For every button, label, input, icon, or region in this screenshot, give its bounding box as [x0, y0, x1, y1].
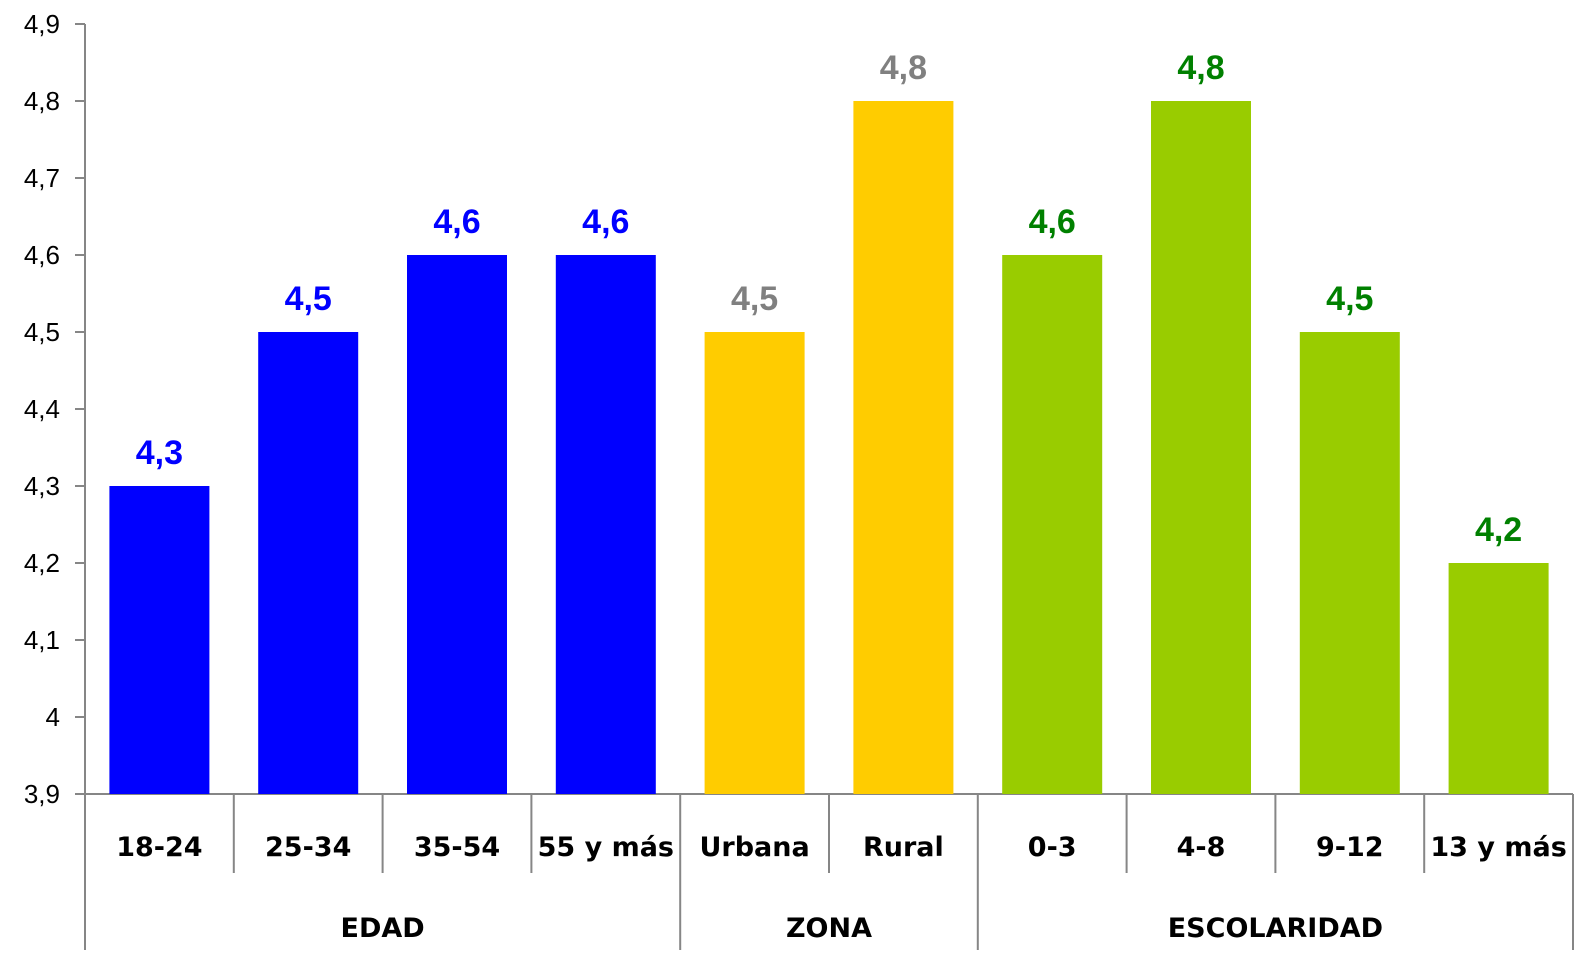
x-category-label: 25-34 — [265, 832, 351, 863]
x-category-label: 55 y más — [538, 832, 674, 863]
x-group-label: EDAD — [341, 913, 425, 944]
bar — [853, 101, 954, 794]
bars — [109, 101, 1549, 794]
y-tick-label: 4,6 — [24, 240, 60, 270]
x-category-label: Rural — [863, 832, 944, 863]
bar — [407, 255, 507, 794]
y-tick-label: 4,8 — [24, 86, 60, 116]
data-label: 4,8 — [1177, 49, 1224, 87]
bar — [258, 332, 359, 794]
data-label: 4,5 — [285, 280, 332, 318]
data-label: 4,3 — [136, 434, 183, 472]
bar — [1151, 101, 1251, 794]
bar — [1002, 255, 1103, 794]
x-group-label: ZONA — [786, 913, 872, 944]
y-tick-label: 4 — [46, 702, 60, 732]
x-axis-categories: 18-24 25-34 35-54 55 y más Urbana Rural 0-3 4-8… — [116, 832, 1567, 863]
x-category-label: 13 y más — [1430, 832, 1566, 863]
data-label: 4,6 — [1029, 203, 1076, 241]
bar — [1448, 563, 1549, 794]
data-label: 4,5 — [1326, 280, 1373, 318]
y-tick-label: 4,2 — [24, 548, 60, 578]
bar — [704, 332, 805, 794]
y-tick-label: 3,9 — [24, 779, 60, 809]
x-category-label: 4-8 — [1177, 832, 1226, 863]
x-group-label: ESCOLARIDAD — [1168, 913, 1383, 944]
data-labels: 4,3 4,5 4,6 4,6 4,5 4,8 4,6 4,8 4,5 4,2 — [136, 49, 1522, 549]
y-tick-label: 4,1 — [24, 625, 60, 655]
data-label: 4,8 — [880, 49, 927, 87]
x-axis-groups: EDAD ZONA ESCOLARIDAD — [341, 913, 1384, 944]
x-category-label: Urbana — [699, 832, 809, 863]
bar — [109, 486, 210, 794]
x-category-label: 9-12 — [1316, 832, 1384, 863]
data-label: 4,2 — [1475, 511, 1522, 549]
bar — [1299, 332, 1400, 794]
x-category-label: 0-3 — [1028, 832, 1077, 863]
data-label: 4,6 — [582, 203, 629, 241]
y-tick-label: 4,5 — [24, 317, 60, 347]
y-tick-label: 4,4 — [24, 394, 60, 424]
y-tick-label: 4,3 — [24, 471, 60, 501]
x-category-label: 18-24 — [116, 832, 202, 863]
y-axis-ticks: 3,9 4 4,1 4,2 4,3 4,4 4,5 4,6 4,7 4,8 4,9 — [24, 9, 85, 809]
data-label: 4,6 — [433, 203, 480, 241]
y-tick-label: 4,7 — [24, 163, 60, 193]
x-category-label: 35-54 — [414, 832, 500, 863]
y-tick-label: 4,9 — [24, 9, 60, 39]
bar — [555, 255, 656, 794]
data-label: 4,5 — [731, 280, 778, 318]
